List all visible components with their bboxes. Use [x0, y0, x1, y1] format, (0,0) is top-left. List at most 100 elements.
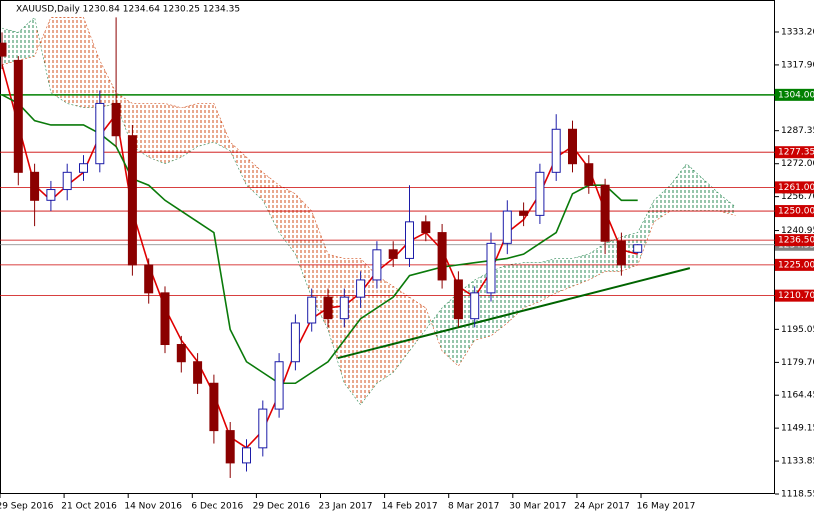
x-tick-label: 6 Dec 2016 [191, 502, 243, 512]
level-label: 1304.00 [778, 90, 814, 100]
candle-body [372, 249, 382, 281]
cloud-edge [1, 17, 736, 367]
cloud-segment [262, 172, 280, 233]
trendline [337, 267, 691, 360]
candle-body [584, 163, 594, 186]
candle-body [616, 240, 626, 266]
cloud-segment [148, 103, 165, 164]
candle-body [127, 135, 137, 266]
cloud-segment [409, 297, 426, 351]
candle-body [290, 322, 300, 363]
chart-title: XAUUSD,Daily 1230.84 1234.64 1230.25 123… [16, 5, 240, 15]
cloud-segment [67, 17, 84, 108]
plot [0, 16, 775, 478]
candle-body [339, 296, 349, 320]
y-tick-label: 1133.85 [781, 457, 814, 467]
cloud-edge [1, 16, 736, 406]
x-tick-label: 29 Sep 2016 [0, 502, 54, 512]
x-tick-label: 21 Oct 2016 [61, 502, 117, 512]
cloud-segment [556, 258, 573, 293]
indicator-line [1, 94, 638, 385]
candle-body [323, 296, 333, 320]
cloud-segment [165, 103, 182, 164]
candle-body [62, 171, 72, 191]
cloud-segment [230, 142, 247, 186]
y-tick-label: 1287.35 [781, 126, 814, 136]
candle-body [633, 244, 643, 253]
level-label-box [775, 88, 814, 101]
level-label: 1261.00 [778, 183, 814, 193]
cloud-segment [99, 60, 117, 108]
candle-body [111, 102, 121, 137]
level-label: 1277.35 [778, 148, 814, 158]
candle-body [0, 42, 7, 57]
cloud-segment [18, 17, 35, 61]
y-tick-label: 1179.70 [781, 358, 814, 368]
cloud-segment [572, 254, 589, 287]
level-label-box [775, 205, 814, 218]
candle-body [176, 344, 186, 363]
candle-body [95, 102, 105, 165]
cloud-segment [523, 262, 540, 308]
cloud-segment [719, 193, 736, 216]
candle-body [307, 296, 317, 324]
y-tick-label: 1256.70 [781, 192, 814, 202]
y-tick-label: 1164.45 [781, 391, 814, 401]
x-tick-label: 30 Mar 2017 [509, 502, 566, 512]
level-label-box [775, 181, 814, 194]
cloud-segment [83, 17, 100, 108]
x-tick-label: 23 Jan 2017 [319, 502, 373, 512]
candle-body [551, 128, 561, 173]
x-tick-label: 24 Apr 2017 [574, 502, 630, 512]
cloud-segment [295, 193, 312, 298]
y-tick-label: 1149.15 [781, 424, 814, 434]
candle-body [274, 361, 284, 410]
cloud-segment [181, 103, 198, 158]
y-tick-label: 1317.90 [781, 60, 814, 70]
level-label: 1210.70 [778, 291, 814, 301]
y-tick-label: 1118.55 [781, 490, 814, 500]
candle-body [453, 279, 463, 320]
candle-body [356, 279, 366, 298]
x-tick-label: 8 Mar 2017 [448, 502, 499, 512]
candle-body [421, 221, 431, 234]
cloud-segment [50, 17, 68, 104]
candle-body [437, 232, 447, 281]
y-tick-label: 1240.95 [781, 226, 814, 236]
cloud-segment [588, 243, 606, 280]
candle-body [193, 361, 203, 384]
candle-body [225, 430, 235, 464]
cloud-segment [197, 103, 214, 147]
candle-body [144, 264, 154, 294]
candle-body [160, 292, 170, 346]
candle-body [470, 292, 480, 320]
level-label-box [775, 289, 814, 302]
candle-body [568, 128, 577, 165]
cloud-segment [328, 254, 345, 384]
candle-body [486, 242, 496, 294]
cloud-segment [637, 200, 654, 265]
level-label: 1236.50 [778, 236, 814, 246]
x-tick-label: 14 Nov 2016 [124, 502, 182, 512]
plot-frame [0, 0, 775, 494]
cloud-segment [213, 103, 231, 151]
candle-body [46, 189, 56, 201]
candle-body [242, 447, 251, 464]
level-label-box [775, 146, 814, 159]
cloud-segment [539, 258, 557, 302]
level-label: 1225.00 [778, 260, 814, 270]
candle-body [258, 408, 268, 449]
candle-body [405, 221, 414, 259]
cloud-segment [507, 262, 524, 323]
level-label: 1250.00 [778, 207, 814, 217]
cloud-segment [654, 185, 671, 222]
x-tick-label: 29 Dec 2016 [253, 502, 311, 512]
level-label-box [775, 234, 814, 247]
cloud-segment [279, 185, 296, 255]
cloud-segment [393, 286, 410, 373]
cloud-segment [702, 178, 720, 212]
candle-body [388, 249, 398, 259]
y-tick-label: 1333.20 [781, 27, 814, 37]
candle-body [209, 382, 219, 432]
